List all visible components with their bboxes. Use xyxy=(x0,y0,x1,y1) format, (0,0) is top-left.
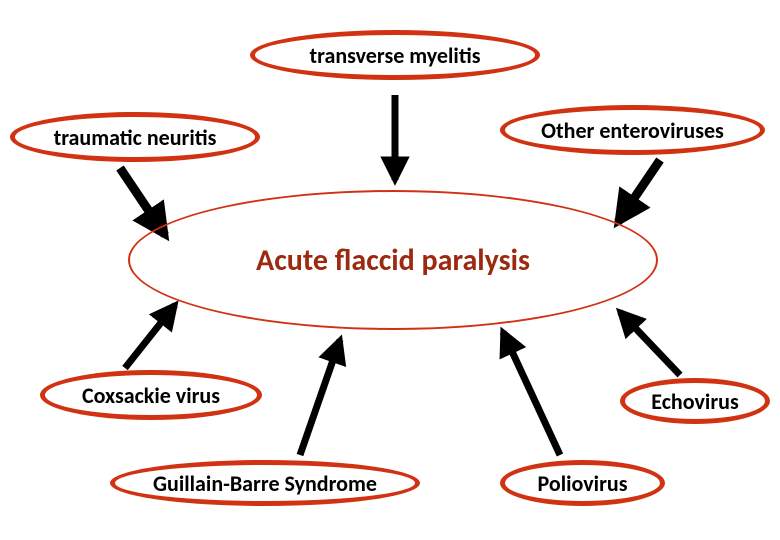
arrow-other-enteroviruses xyxy=(618,160,660,222)
node-guillain-barre-syndrome: Guillain-Barre Syndrome xyxy=(110,460,420,506)
node-traumatic-neuritis: traumatic neuritis xyxy=(10,112,260,162)
node-label: Guillain-Barre Syndrome xyxy=(153,470,377,497)
diagram-stage: Acute flaccid paralysis transverse myeli… xyxy=(0,0,780,540)
node-poliovirus: Poliovirus xyxy=(500,460,665,506)
arrow-traumatic-neuritis xyxy=(120,168,165,235)
node-label: Poliovirus xyxy=(538,470,628,497)
center-label: Acute flaccid paralysis xyxy=(256,242,530,279)
node-transverse-myelitis: transverse myelitis xyxy=(250,30,540,80)
arrow-guillain-barre-syndrome xyxy=(300,340,340,455)
node-echovirus: Echovirus xyxy=(620,378,770,424)
node-label: transverse myelitis xyxy=(310,42,481,69)
arrow-poliovirus xyxy=(503,332,560,455)
arrow-coxsackie-virus xyxy=(125,305,175,368)
node-other-enteroviruses: Other enteroviruses xyxy=(500,105,765,155)
arrow-echovirus xyxy=(620,312,680,375)
center-node-acute-flaccid-paralysis: Acute flaccid paralysis xyxy=(128,190,658,330)
node-label: Other enteroviruses xyxy=(541,117,724,144)
node-label: traumatic neuritis xyxy=(54,124,217,151)
node-coxsackie-virus: Coxsackie virus xyxy=(40,370,262,420)
node-label: Coxsackie virus xyxy=(82,382,220,409)
node-label: Echovirus xyxy=(651,388,738,415)
